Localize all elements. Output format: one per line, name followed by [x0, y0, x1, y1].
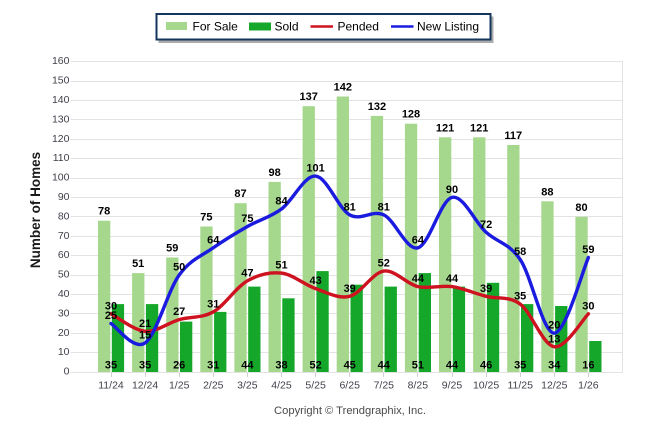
svg-text:72: 72	[480, 219, 492, 231]
svg-text:100: 100	[52, 172, 70, 184]
svg-text:44: 44	[446, 360, 459, 372]
svg-text:20: 20	[58, 327, 70, 339]
svg-text:80: 80	[575, 202, 587, 214]
svg-text:50: 50	[58, 269, 70, 281]
svg-text:88: 88	[541, 186, 553, 198]
svg-text:137: 137	[300, 91, 318, 103]
svg-text:2/25: 2/25	[203, 380, 224, 392]
svg-text:45: 45	[344, 360, 356, 372]
svg-text:39: 39	[344, 283, 356, 295]
svg-text:30: 30	[582, 300, 594, 312]
svg-text:52: 52	[309, 360, 321, 372]
svg-text:For Sale: For Sale	[193, 20, 239, 34]
svg-text:128: 128	[402, 109, 420, 121]
svg-text:121: 121	[436, 122, 454, 134]
svg-text:150: 150	[52, 75, 70, 87]
svg-text:142: 142	[334, 82, 352, 94]
svg-text:21: 21	[139, 318, 151, 330]
svg-text:30: 30	[105, 300, 117, 312]
svg-text:87: 87	[234, 188, 246, 200]
svg-text:10: 10	[58, 346, 70, 358]
svg-text:64: 64	[207, 234, 220, 246]
svg-text:3/25: 3/25	[237, 380, 258, 392]
svg-text:44: 44	[446, 273, 459, 285]
svg-text:78: 78	[98, 206, 110, 218]
svg-text:20: 20	[548, 320, 560, 332]
svg-text:7/25: 7/25	[374, 380, 395, 392]
svg-text:27: 27	[173, 306, 185, 318]
svg-text:50: 50	[173, 262, 185, 274]
svg-text:30: 30	[58, 307, 70, 319]
svg-text:52: 52	[378, 258, 390, 270]
svg-text:90: 90	[446, 184, 458, 196]
svg-text:51: 51	[275, 260, 287, 272]
svg-text:43: 43	[309, 275, 321, 287]
svg-text:New Listing: New Listing	[417, 20, 479, 34]
svg-text:38: 38	[275, 360, 287, 372]
svg-text:Copyright © Trendgraphix, Inc.: Copyright © Trendgraphix, Inc.	[274, 405, 426, 417]
svg-text:132: 132	[368, 101, 386, 113]
svg-text:1/25: 1/25	[169, 380, 190, 392]
svg-text:110: 110	[53, 152, 70, 164]
svg-text:31: 31	[207, 360, 219, 372]
svg-text:44: 44	[241, 360, 254, 372]
svg-text:81: 81	[378, 201, 390, 213]
svg-text:Number of Homes: Number of Homes	[28, 152, 43, 268]
svg-text:12/24: 12/24	[132, 380, 158, 392]
svg-text:75: 75	[241, 213, 253, 225]
svg-text:34: 34	[548, 360, 561, 372]
svg-text:40: 40	[58, 288, 70, 300]
svg-text:59: 59	[582, 244, 594, 256]
svg-text:51: 51	[132, 258, 144, 270]
svg-text:58: 58	[514, 246, 526, 258]
svg-text:59: 59	[166, 243, 178, 255]
svg-text:6/25: 6/25	[339, 380, 360, 392]
svg-text:90: 90	[58, 191, 70, 203]
svg-text:35: 35	[139, 360, 151, 372]
svg-text:46: 46	[480, 360, 492, 372]
svg-text:39: 39	[480, 283, 492, 295]
svg-text:44: 44	[412, 273, 425, 285]
svg-text:35: 35	[514, 360, 526, 372]
svg-text:160: 160	[52, 55, 70, 67]
svg-text:25: 25	[105, 310, 117, 322]
svg-text:64: 64	[412, 234, 425, 246]
svg-text:130: 130	[52, 113, 70, 125]
svg-text:10/25: 10/25	[473, 380, 499, 392]
svg-text:31: 31	[207, 298, 219, 310]
svg-text:44: 44	[378, 360, 391, 372]
svg-text:16: 16	[582, 360, 594, 372]
svg-text:47: 47	[241, 267, 253, 279]
svg-text:121: 121	[470, 122, 488, 134]
svg-text:11/25: 11/25	[507, 380, 533, 392]
svg-text:98: 98	[268, 167, 280, 179]
svg-text:8/25: 8/25	[408, 380, 429, 392]
svg-text:1/26: 1/26	[578, 380, 599, 392]
svg-text:35: 35	[514, 291, 526, 303]
svg-text:101: 101	[306, 163, 324, 175]
svg-text:35: 35	[105, 360, 117, 372]
svg-text:12/25: 12/25	[541, 380, 567, 392]
svg-text:117: 117	[504, 130, 522, 142]
svg-text:Pended: Pended	[338, 20, 379, 34]
svg-text:15: 15	[139, 329, 151, 341]
svg-text:Sold: Sold	[275, 20, 299, 34]
svg-text:140: 140	[52, 94, 70, 106]
svg-text:51: 51	[412, 360, 424, 372]
svg-text:84: 84	[275, 196, 288, 208]
svg-text:9/25: 9/25	[442, 380, 463, 392]
svg-text:80: 80	[58, 210, 70, 222]
svg-text:60: 60	[58, 249, 70, 261]
svg-text:13: 13	[548, 333, 560, 345]
svg-text:70: 70	[58, 230, 70, 242]
svg-text:81: 81	[344, 201, 356, 213]
svg-text:5/25: 5/25	[305, 380, 326, 392]
svg-text:0: 0	[64, 366, 70, 378]
svg-text:4/25: 4/25	[271, 380, 292, 392]
svg-text:120: 120	[52, 133, 70, 145]
svg-text:75: 75	[200, 212, 212, 224]
svg-text:11/24: 11/24	[98, 380, 124, 392]
svg-text:26: 26	[173, 360, 185, 372]
